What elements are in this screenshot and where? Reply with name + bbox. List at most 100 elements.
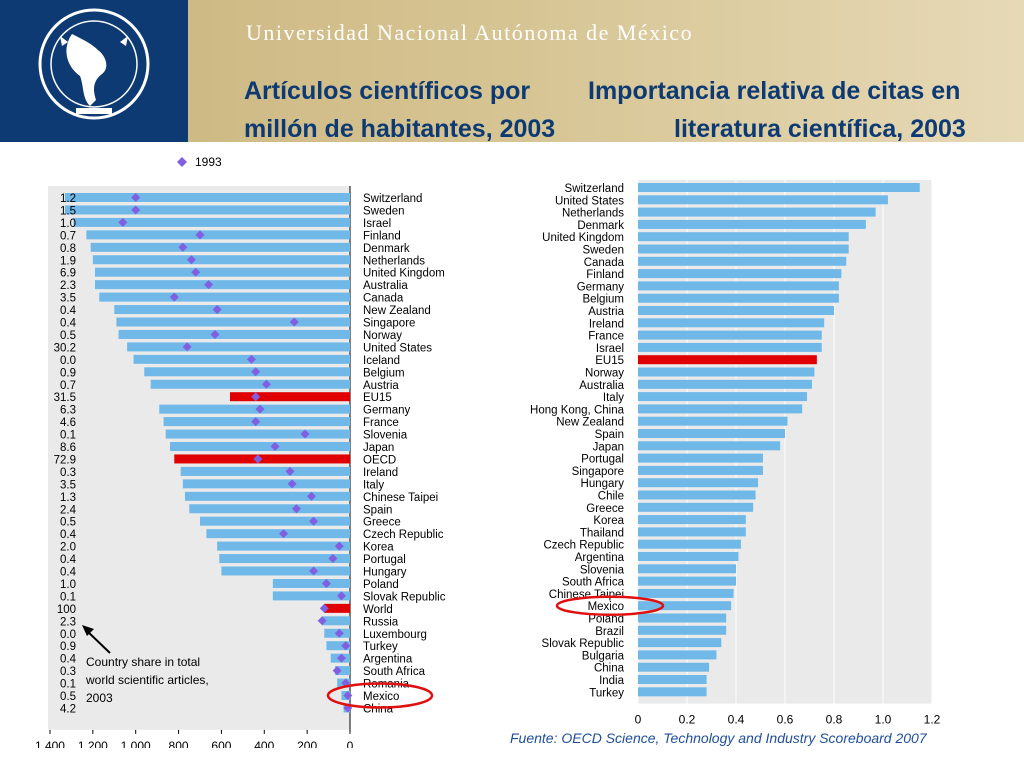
country-label: EU15 <box>595 355 624 367</box>
bar <box>638 207 876 217</box>
title-right-line-2: literatura científica, 2003 <box>674 115 966 143</box>
title-left: Artículos científicos por millón de habi… <box>244 72 555 148</box>
country-label: Israel <box>596 343 624 355</box>
country-label: Argentina <box>575 552 625 564</box>
share-label: 0.5 <box>60 517 76 529</box>
country-label: New Zealand <box>363 305 431 317</box>
share-label: 0.0 <box>60 355 76 367</box>
bar <box>638 355 817 365</box>
country-label: Switzerland <box>363 193 422 205</box>
country-label: France <box>588 331 624 343</box>
bar <box>114 305 351 315</box>
bar <box>638 342 822 352</box>
legend-label: 1993 <box>195 155 222 169</box>
country-label: Spain <box>363 504 392 516</box>
country-label: Bulgaria <box>582 650 625 662</box>
share-label: 2.0 <box>60 542 76 554</box>
bar <box>638 675 707 684</box>
country-label: Finland <box>586 269 624 281</box>
share-label: 30.2 <box>54 342 76 354</box>
bar <box>638 613 727 623</box>
country-label: Chinese Taipei <box>549 589 624 601</box>
bar <box>169 442 350 451</box>
bar <box>64 205 350 215</box>
bar <box>638 232 849 242</box>
country-label: Brazil <box>595 626 624 638</box>
country-label: Czech Republic <box>363 529 444 541</box>
bar <box>638 219 866 229</box>
country-label: Australia <box>579 380 624 392</box>
country-label: Belgium <box>363 367 405 379</box>
country-label: Argentina <box>363 654 413 666</box>
share-label: 0.8 <box>60 243 76 255</box>
bar <box>326 641 350 651</box>
marker-1993 <box>336 591 346 601</box>
share-label: 1.5 <box>60 205 76 217</box>
bar <box>638 515 746 525</box>
country-label: Sweden <box>363 205 405 217</box>
share-label: 0.4 <box>60 318 77 330</box>
marker-1993 <box>285 466 295 476</box>
bar <box>272 591 350 601</box>
annotation-text: world scientific articles, <box>85 673 209 687</box>
marker-1993 <box>178 242 188 252</box>
marker-1993 <box>334 541 344 551</box>
bar <box>638 527 746 537</box>
country-label: Spain <box>595 429 624 441</box>
country-label: China <box>594 663 625 675</box>
share-label: 4.2 <box>60 703 76 715</box>
annotation-arrow <box>85 629 111 654</box>
share-label: 1.3 <box>60 492 76 504</box>
bar <box>144 367 350 377</box>
country-label: OECD <box>363 454 396 466</box>
country-label: Luxembourg <box>363 629 427 641</box>
marker-1993 <box>204 280 214 290</box>
bar <box>638 465 763 475</box>
country-label: Greece <box>363 517 401 529</box>
marker-1993 <box>319 603 329 613</box>
bar <box>638 429 785 438</box>
x-tick-label: 1.2 <box>924 713 940 725</box>
share-label: 0.7 <box>60 230 76 242</box>
bar <box>638 416 788 426</box>
bar <box>638 502 754 512</box>
country-label: Canada <box>363 293 404 305</box>
country-label: Australia <box>363 280 408 292</box>
marker-1993 <box>309 566 319 576</box>
x-tick-label: 1 200 <box>78 739 108 748</box>
bar <box>322 616 350 626</box>
bar <box>638 453 763 463</box>
bar <box>638 183 920 192</box>
bar <box>638 330 822 340</box>
marker-1993 <box>251 367 261 377</box>
marker-1993 <box>287 479 297 489</box>
country-label: Chinese Taipei <box>363 492 438 504</box>
x-tick-label: 1 400 <box>35 739 65 748</box>
arrow-head-icon <box>82 625 94 636</box>
mexico-circle <box>326 682 434 709</box>
bar <box>638 576 736 586</box>
header-banner: Universidad Nacional Autónoma de México … <box>0 0 1024 143</box>
share-label: 3.5 <box>60 293 76 305</box>
legend-marker-icon <box>177 157 187 167</box>
share-label: 0.3 <box>60 467 76 479</box>
bar <box>86 230 350 240</box>
country-label: India <box>599 675 625 687</box>
share-label: 0.7 <box>60 380 76 392</box>
unam-logo <box>0 0 188 142</box>
country-label: World <box>363 604 393 616</box>
share-label: 0.4 <box>60 567 77 579</box>
country-label: Hungary <box>581 478 625 490</box>
country-label: EU15 <box>363 392 392 404</box>
country-label: Italy <box>363 479 384 491</box>
bar <box>638 588 734 598</box>
bar <box>221 566 350 576</box>
marker-1993 <box>246 354 256 364</box>
country-label: Germany <box>363 405 411 417</box>
marker-1993 <box>131 205 141 215</box>
bar <box>99 292 350 302</box>
share-label: 6.9 <box>60 268 76 280</box>
share-label: 0.5 <box>60 691 76 703</box>
country-label: New Zealand <box>556 417 624 429</box>
share-label: 6.3 <box>60 405 76 417</box>
